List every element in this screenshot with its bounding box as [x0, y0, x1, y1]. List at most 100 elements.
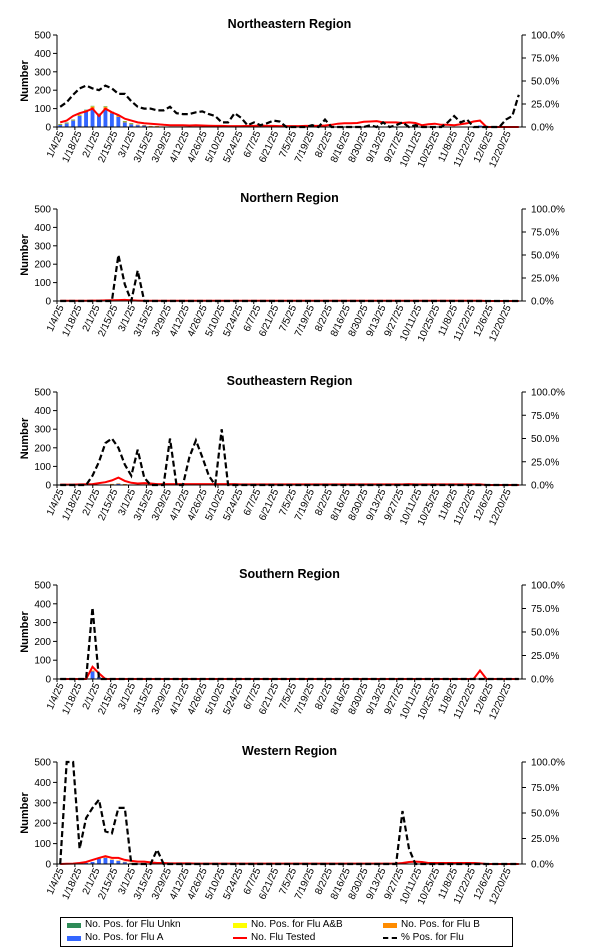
chart-title: Southeastern Region: [227, 374, 353, 388]
pct-positive-series-line: [60, 254, 519, 305]
chart-title: Northeastern Region: [228, 17, 352, 31]
y2-tick-label: 0.0%: [531, 675, 554, 686]
bar-flu-a: [97, 115, 101, 127]
legend-swatch-unkn: [67, 923, 81, 928]
y2-tick-label: 25.0%: [531, 457, 559, 468]
bar-flu-unkn: [71, 119, 76, 121]
bar-flu-a: [77, 115, 82, 127]
bar-flu-a: [97, 858, 101, 864]
bar-flu-a: [122, 861, 127, 864]
bar-flu-b: [103, 857, 108, 858]
y2-tick-label: 75.0%: [531, 411, 559, 422]
pct-positive-series-line: [59, 760, 519, 866]
y-tick-label: 100: [34, 278, 51, 289]
bar-flu-b: [129, 123, 134, 125]
y-tick-label: 0: [45, 123, 51, 134]
bar-flu-a: [97, 677, 101, 679]
bar-flu-a: [64, 123, 69, 127]
y2-tick-label: 50.0%: [531, 628, 559, 639]
bar-flu-a: [90, 108, 95, 127]
bar-flu-a: [109, 859, 114, 864]
y2-tick-label: 0.0%: [531, 297, 554, 308]
y-axis-label: Number: [19, 611, 31, 653]
y-tick-label: 200: [34, 819, 51, 830]
bar-flu-unkn: [84, 109, 88, 111]
bar-flu-a: [84, 862, 88, 864]
y2-tick-label: 100.0%: [531, 758, 565, 769]
y-tick-label: 500: [34, 581, 51, 592]
bar-flu-unkn: [64, 122, 69, 124]
y2-tick-label: 100.0%: [531, 31, 565, 42]
bar-flu-a: [478, 125, 482, 127]
legend-swatch-tested: [233, 937, 247, 939]
y2-tick-label: 25.0%: [531, 274, 559, 285]
tested-series-line: [60, 855, 519, 865]
pct-positive-series-line: [59, 84, 520, 129]
bar-flu-b: [90, 670, 95, 672]
y2-tick-label: 75.0%: [531, 604, 559, 615]
y2-tick-label: 25.0%: [531, 651, 559, 662]
bar-flu-b: [109, 859, 114, 861]
bar-flu-b: [122, 121, 127, 123]
bar-flu-b: [155, 126, 160, 127]
y-tick-label: 400: [34, 599, 51, 610]
y2-tick-label: 75.0%: [531, 783, 559, 794]
y-tick-label: 300: [34, 241, 51, 252]
y-tick-label: 300: [34, 798, 51, 809]
bar-flu-unkn: [90, 105, 95, 107]
y-tick-label: 100: [34, 656, 51, 667]
bar-flu-b: [122, 861, 127, 863]
bar-flu-b: [116, 860, 121, 862]
y-tick-label: 200: [34, 443, 51, 454]
bar-flu-a: [109, 113, 114, 127]
bar-flu-a: [90, 861, 95, 864]
bar-flu-b: [116, 483, 121, 484]
chart-legend: No. Pos. for Flu Unkn No. Pos. for Flu A…: [60, 917, 513, 947]
y2-tick-label: 0.0%: [531, 123, 554, 134]
y-tick-label: 0: [45, 860, 51, 871]
bar-flu-unkn: [122, 121, 127, 122]
y-tick-label: 500: [34, 31, 51, 42]
legend-swatch-a: [67, 936, 81, 941]
y-tick-label: 200: [34, 637, 51, 648]
y2-tick-label: 25.0%: [531, 834, 559, 845]
bar-flu-b: [109, 483, 114, 485]
tested-series-line: [60, 665, 519, 680]
bar-flu-a: [129, 124, 134, 127]
y2-tick-label: 100.0%: [531, 205, 565, 216]
bar-flu-a: [71, 120, 76, 127]
legend-label-unkn: No. Pos. for Flu Unkn: [85, 919, 181, 930]
y2-tick-label: 50.0%: [531, 434, 559, 445]
bar-flu-b: [77, 115, 82, 116]
y-axis-label: Number: [19, 234, 31, 276]
y-tick-label: 100: [34, 462, 51, 473]
y-tick-label: 0: [45, 297, 51, 308]
y-tick-label: 100: [34, 839, 51, 850]
bar-flu-a: [58, 124, 63, 127]
bar-flu-unkn: [129, 123, 134, 124]
bar-flu-unkn: [97, 113, 101, 115]
legend-swatch-ab: [233, 923, 247, 928]
y2-tick-label: 50.0%: [531, 809, 559, 820]
bar-flu-a: [116, 860, 121, 864]
y2-tick-label: 100.0%: [531, 581, 565, 592]
legend-swatch-b: [383, 923, 397, 928]
y-tick-label: 500: [34, 205, 51, 216]
bar-flu-a: [103, 857, 108, 864]
bar-flu-b: [142, 124, 147, 126]
bar-flu-unkn: [103, 106, 108, 107]
legend-label-tested: No. Flu Tested: [251, 932, 316, 943]
tested-series-line: [59, 107, 519, 128]
y-tick-label: 300: [34, 618, 51, 629]
y-tick-label: 400: [34, 49, 51, 60]
bar-flu-a: [90, 671, 95, 679]
bar-flu-a: [84, 111, 88, 127]
legend-label-pct: % Pos. for Flu: [401, 932, 464, 943]
chart-title: Western Region: [242, 744, 337, 758]
legend-swatch-pct: [383, 937, 397, 939]
y-tick-label: 300: [34, 425, 51, 436]
y2-tick-label: 50.0%: [531, 77, 559, 88]
bar-flu-b: [148, 125, 153, 127]
bar-flu-ab: [90, 106, 95, 107]
bar-flu-a: [129, 862, 134, 864]
